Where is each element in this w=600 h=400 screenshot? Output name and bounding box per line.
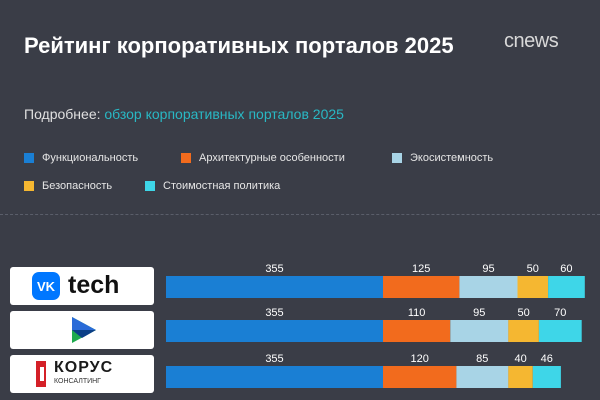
bar-value-label: 120	[411, 353, 429, 365]
bar-value-label: 355	[265, 353, 283, 365]
brand-label-tech: tech	[68, 271, 120, 299]
vk-logo-icon: VK	[32, 272, 60, 300]
bar-value-label: 355	[265, 307, 283, 319]
bar-value-label: 46	[541, 353, 553, 365]
bar-segment	[166, 320, 383, 342]
bar-value-label: 110	[408, 307, 426, 319]
bar-segment	[548, 276, 585, 298]
bar-segment	[508, 366, 533, 388]
bar-segment	[166, 276, 383, 298]
bar-value-label: 50	[527, 263, 539, 275]
bar-value-label: 50	[517, 307, 529, 319]
legend-swatch	[181, 153, 191, 163]
bar-value-label: 70	[554, 307, 566, 319]
brand-label-korus: КОРУС	[54, 359, 114, 376]
legend-item-security: Безопасность	[24, 180, 112, 192]
legend-swatch	[145, 181, 155, 191]
bar-segment	[517, 276, 549, 298]
section-divider	[0, 214, 600, 215]
subtitle: Подробнее: обзор корпоративных порталов …	[24, 106, 344, 122]
review-link[interactable]: обзор корпоративных порталов 2025	[104, 106, 344, 122]
legend-swatch	[392, 153, 402, 163]
bar-value-label: 95	[482, 263, 494, 275]
legend-label: Безопасность	[42, 180, 113, 192]
play-triangle-logo-icon	[72, 317, 96, 343]
legend-label: Экосистемность	[410, 152, 494, 164]
legend-label: Стоимостная политика	[163, 180, 281, 192]
legend-swatch	[24, 153, 34, 163]
cnews-logo: cnews	[504, 30, 559, 52]
bar-value-label: 125	[412, 263, 430, 275]
bar-value-label: 40	[514, 353, 526, 365]
bar-segment	[166, 366, 383, 388]
legend-item-functionality: Функциональность	[24, 152, 138, 164]
bar-value-label: 95	[473, 307, 485, 319]
brand-box-korus: КОРУС КОНСАЛТИНГ	[10, 355, 154, 393]
legend-label: Архитектурные особенности	[199, 152, 345, 164]
subtitle-prefix: Подробнее:	[24, 106, 101, 122]
brand-box-vk-tech: VK tech	[10, 267, 154, 305]
bar-value-label: 85	[476, 353, 488, 365]
chart-title: Рейтинг корпоративных порталов 2025	[24, 33, 454, 58]
bar-segment	[459, 276, 518, 298]
legend-item-pricing: Стоимостная политика	[145, 180, 280, 192]
legend-item-ecosystem: Экосистемность	[392, 152, 493, 164]
bar-segment	[538, 320, 582, 342]
brand-box-play	[10, 311, 154, 349]
bar-value-label: 355	[265, 263, 283, 275]
legend-label: Функциональность	[42, 152, 139, 164]
bar-segment	[383, 320, 451, 342]
bar-segment	[508, 320, 539, 342]
bar-segment	[532, 366, 561, 388]
bar-segment	[383, 366, 457, 388]
legend-item-architecture: Архитектурные особенности	[181, 152, 345, 164]
svg-text:VK: VK	[37, 279, 56, 294]
korus-logo-icon	[36, 361, 46, 387]
legend-swatch	[24, 181, 34, 191]
brand-sublabel-korus: КОНСАЛТИНГ	[54, 378, 101, 385]
bar-value-label: 60	[560, 263, 572, 275]
bar-segment	[383, 276, 460, 298]
bar-segment	[450, 320, 509, 342]
bar-segment	[456, 366, 509, 388]
